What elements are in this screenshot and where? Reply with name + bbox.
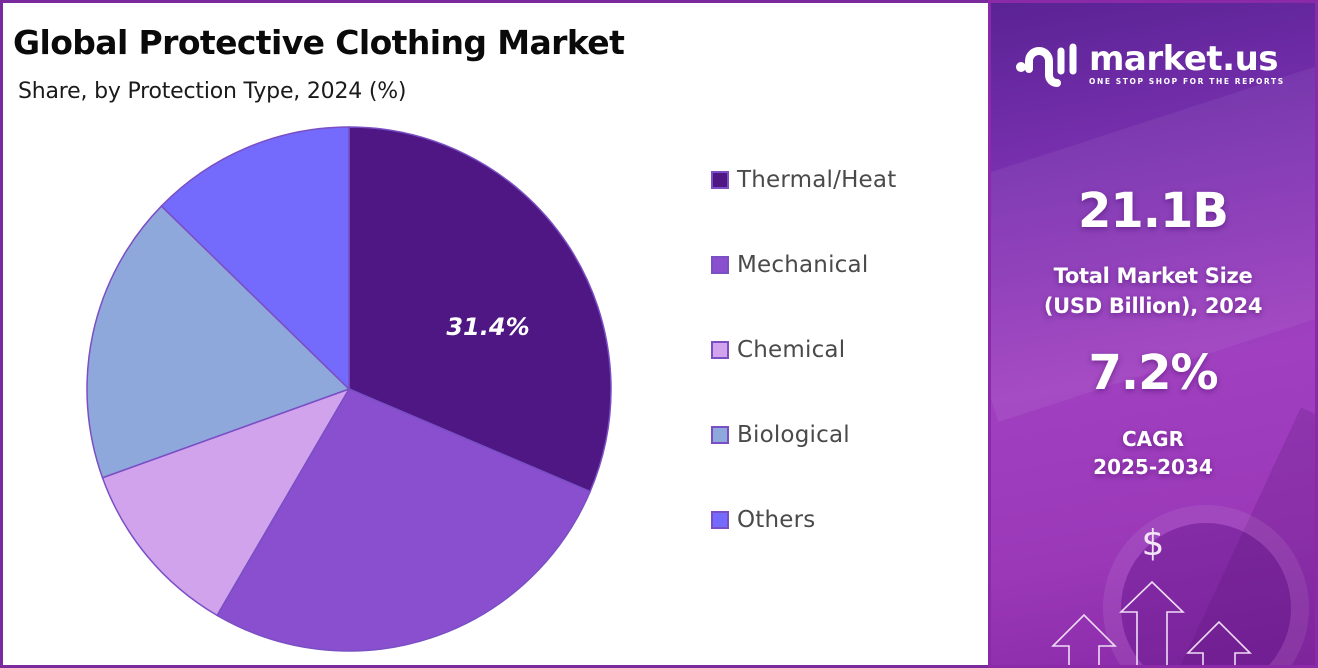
pie-chart-svg: 31.4% (86, 126, 612, 652)
chart-panel: Global Protective Clothing Market Share,… (0, 0, 988, 668)
brand-logo: market.us ONE STOP SHOP FOR THE REPORTS (1015, 39, 1285, 89)
slice-chemical (101, 387, 351, 617)
dollar-icon: $ (1142, 523, 1165, 564)
market-size-label-line1: Total Market Size (1053, 264, 1253, 288)
legend-item-chemical: Chemical (711, 333, 896, 367)
legend-label: Chemical (737, 337, 846, 363)
slice-biological (86, 205, 351, 479)
legend-swatch-icon (711, 511, 729, 529)
market-size-value: 21.1B (1077, 183, 1229, 239)
legend-item-others: Others (711, 503, 896, 537)
legend-swatch-icon (711, 426, 729, 444)
cagr-label: CAGR (1122, 427, 1184, 451)
slice-value-label: 31.4% (446, 313, 529, 341)
chart-legend: Thermal/Heat Mechanical Chemical Biologi… (711, 163, 896, 588)
legend-item-mechanical: Mechanical (711, 248, 896, 282)
growth-arrows-icon: $ (1051, 523, 1252, 665)
slice-others (160, 126, 350, 391)
summary-sidebar: market.us ONE STOP SHOP FOR THE REPORTS … (988, 0, 1318, 668)
market-size-label-line2: (USD Billion), 2024 (1043, 294, 1263, 318)
legend-label: Biological (737, 422, 850, 448)
legend-label: Thermal/Heat (737, 167, 897, 193)
pie-chart: 31.4% (83, 123, 623, 663)
legend-swatch-icon (711, 256, 729, 274)
brand-name: market.us (1089, 39, 1279, 79)
legend-label: Others (737, 507, 816, 533)
cagr-value: 7.2% (1088, 345, 1218, 401)
background-coffee-cup (1121, 523, 1291, 665)
slice-mechanical (216, 388, 592, 652)
legend-item-thermal-heat: Thermal/Heat (711, 163, 896, 197)
legend-swatch-icon (711, 171, 729, 189)
market-us-logo-icon (1016, 43, 1077, 87)
chart-subtitle: Share, by Protection Type, 2024 (%) (18, 79, 407, 104)
slice-thermal-heat (348, 126, 612, 493)
cagr-period: 2025-2034 (1093, 455, 1213, 479)
legend-swatch-icon (711, 341, 729, 359)
chart-title: Global Protective Clothing Market (13, 23, 625, 62)
legend-item-biological: Biological (711, 418, 896, 452)
legend-label: Mechanical (737, 252, 869, 278)
brand-tagline: ONE STOP SHOP FOR THE REPORTS (1089, 77, 1285, 86)
